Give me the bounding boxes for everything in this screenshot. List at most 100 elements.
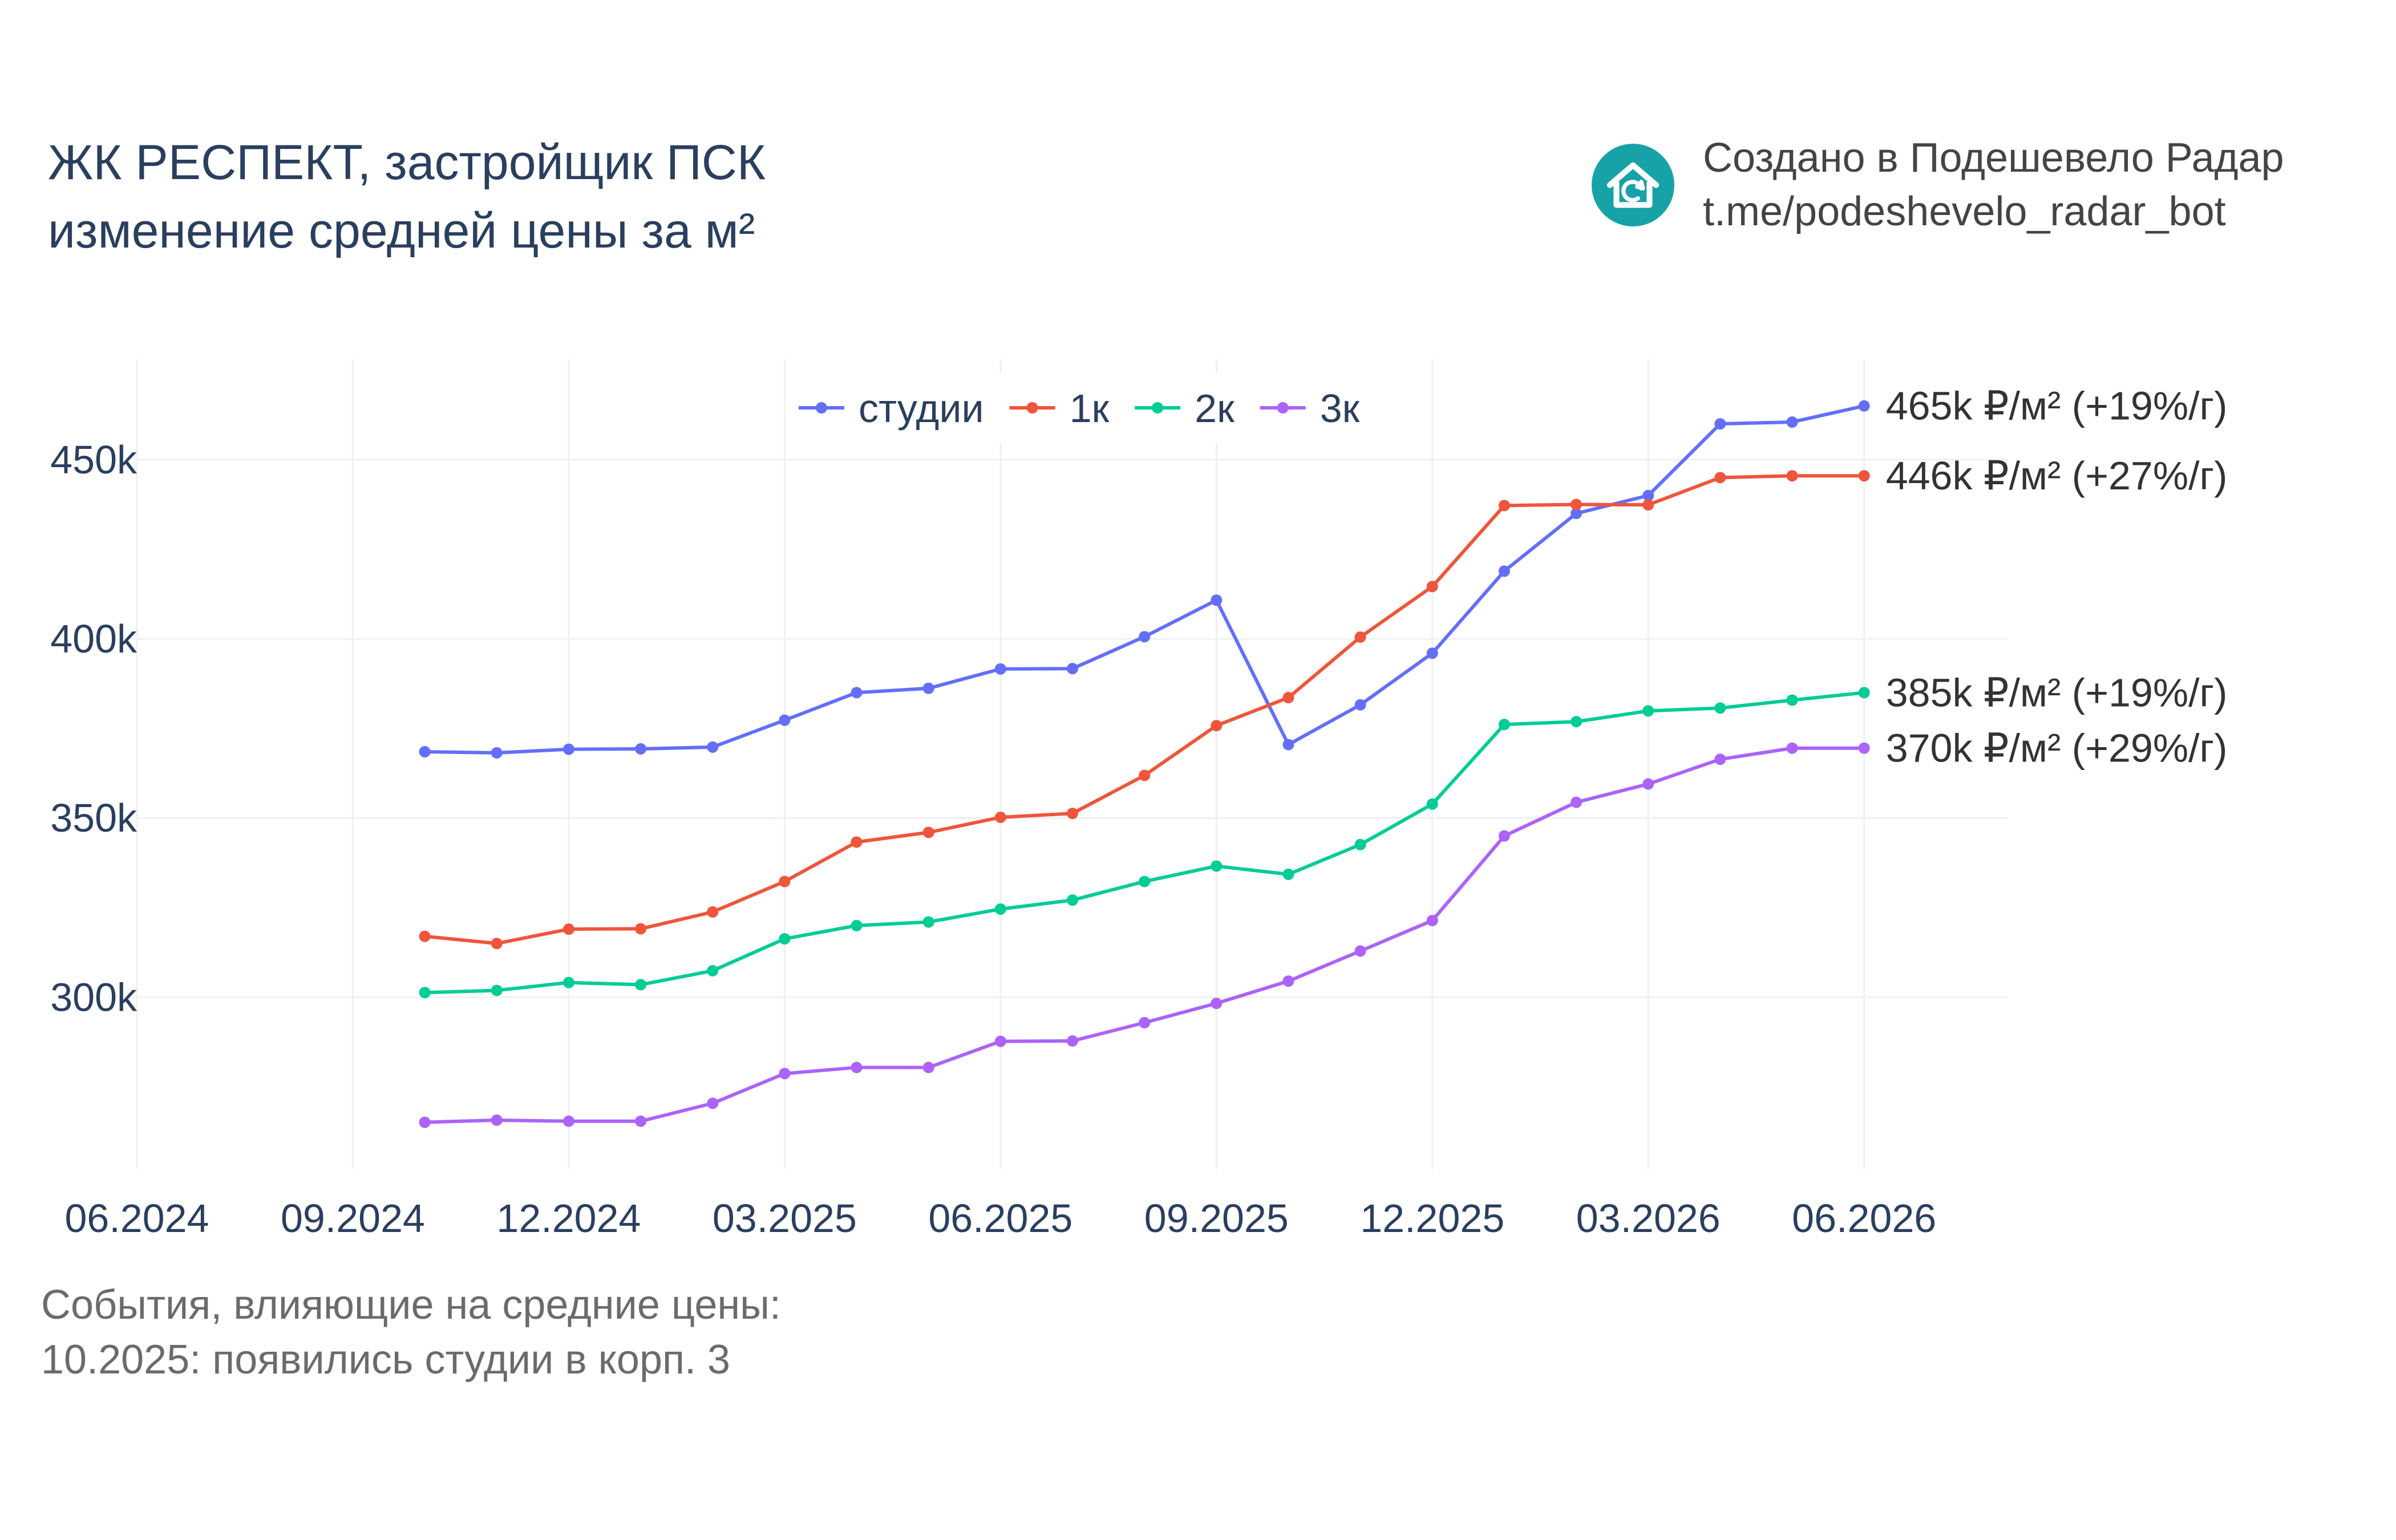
data-point[interactable] xyxy=(851,1061,863,1073)
data-point[interactable] xyxy=(994,1035,1006,1047)
data-point[interactable] xyxy=(1714,472,1726,484)
data-point[interactable] xyxy=(1139,1017,1151,1029)
data-point[interactable] xyxy=(562,1115,574,1127)
data-point[interactable] xyxy=(419,1116,431,1128)
data-point[interactable] xyxy=(635,1115,647,1127)
data-point[interactable] xyxy=(1571,499,1583,510)
data-point[interactable] xyxy=(562,743,574,755)
data-point[interactable] xyxy=(1642,778,1654,790)
data-point[interactable] xyxy=(1498,500,1510,512)
data-point[interactable] xyxy=(491,747,503,759)
data-point[interactable] xyxy=(1067,1035,1078,1047)
legend-item-1k[interactable]: 1к xyxy=(1009,386,1110,431)
data-point[interactable] xyxy=(1642,489,1654,501)
data-point[interactable] xyxy=(851,919,863,931)
legend-item-studio[interactable]: студии xyxy=(799,386,984,431)
data-point[interactable] xyxy=(1211,594,1223,606)
data-point[interactable] xyxy=(1354,699,1366,711)
legend-marker xyxy=(1152,402,1164,414)
data-point[interactable] xyxy=(1571,796,1583,808)
data-point[interactable] xyxy=(1354,945,1366,957)
data-point[interactable] xyxy=(994,903,1006,915)
data-point[interactable] xyxy=(562,923,574,935)
data-point[interactable] xyxy=(1858,742,1870,754)
legend-item-2k[interactable]: 2к xyxy=(1135,386,1235,431)
end-labels: 465k ₽/м² (+19%/г) 446k ₽/м² (+27%/г) 385k… xyxy=(1886,384,2228,771)
brand-line-1: Создано в Подешевело Радар xyxy=(1703,135,2284,181)
data-point[interactable] xyxy=(1498,719,1510,731)
data-point[interactable] xyxy=(707,964,719,976)
chart-legend: студии 1к 2к 3к xyxy=(799,386,1360,431)
data-point[interactable] xyxy=(1571,716,1583,728)
data-point[interactable] xyxy=(1282,975,1294,987)
legend-item-3k[interactable]: 3к xyxy=(1260,386,1360,431)
data-point[interactable] xyxy=(707,1097,719,1109)
data-point[interactable] xyxy=(922,1061,934,1073)
data-point[interactable] xyxy=(1067,808,1078,820)
title-line-2: изменение средней цены за м² xyxy=(48,204,755,258)
y-tick-label: 350k xyxy=(50,796,137,840)
data-point[interactable] xyxy=(779,1068,791,1080)
data-point[interactable] xyxy=(922,682,934,694)
data-point[interactable] xyxy=(1067,663,1078,675)
data-point[interactable] xyxy=(1067,894,1078,906)
data-point[interactable] xyxy=(1786,694,1798,706)
data-point[interactable] xyxy=(1858,687,1870,699)
data-point[interactable] xyxy=(779,876,791,887)
data-point[interactable] xyxy=(1426,914,1438,926)
data-point[interactable] xyxy=(1426,798,1438,810)
data-point[interactable] xyxy=(419,746,431,758)
data-point[interactable] xyxy=(635,923,647,935)
data-point[interactable] xyxy=(491,984,503,996)
data-point[interactable] xyxy=(779,933,791,945)
brand-link[interactable]: t.me/podeshevelo_radar_bot xyxy=(1703,189,2226,234)
data-point[interactable] xyxy=(1426,647,1438,659)
data-point[interactable] xyxy=(635,743,647,755)
data-point[interactable] xyxy=(1786,470,1798,482)
data-point[interactable] xyxy=(1282,739,1294,751)
data-point[interactable] xyxy=(1211,720,1223,732)
data-point[interactable] xyxy=(779,714,791,726)
data-point[interactable] xyxy=(1498,565,1510,577)
data-point[interactable] xyxy=(851,836,863,848)
data-point[interactable] xyxy=(419,930,431,942)
data-point[interactable] xyxy=(994,811,1006,823)
data-point[interactable] xyxy=(1571,508,1583,520)
series-studio xyxy=(419,400,1870,759)
data-point[interactable] xyxy=(1139,769,1151,781)
data-point[interactable] xyxy=(922,916,934,928)
data-point[interactable] xyxy=(707,906,719,918)
data-point[interactable] xyxy=(1211,860,1223,872)
house-refresh-icon xyxy=(1592,143,1674,226)
data-point[interactable] xyxy=(1426,581,1438,593)
data-point[interactable] xyxy=(1858,470,1870,482)
data-point[interactable] xyxy=(1642,499,1654,511)
data-point[interactable] xyxy=(1786,416,1798,428)
data-point[interactable] xyxy=(419,987,431,999)
data-point[interactable] xyxy=(1211,998,1223,1010)
data-point[interactable] xyxy=(1282,692,1294,704)
data-point[interactable] xyxy=(1714,418,1726,430)
data-point[interactable] xyxy=(1139,631,1151,643)
chart-title: ЖК РЕСПЕКТ, застройщик ПСК изменение сре… xyxy=(48,128,766,265)
data-point[interactable] xyxy=(635,979,647,991)
data-point[interactable] xyxy=(491,938,503,950)
data-point[interactable] xyxy=(1714,753,1726,765)
data-point[interactable] xyxy=(1498,830,1510,842)
data-point[interactable] xyxy=(1354,631,1366,643)
data-point[interactable] xyxy=(1139,876,1151,887)
data-point[interactable] xyxy=(1786,742,1798,754)
data-point[interactable] xyxy=(707,741,719,753)
data-point[interactable] xyxy=(922,826,934,838)
title-line-1: ЖК РЕСПЕКТ, застройщик ПСК xyxy=(48,135,766,190)
data-point[interactable] xyxy=(1714,702,1726,714)
data-point[interactable] xyxy=(1642,705,1654,717)
series-1k xyxy=(419,470,1870,950)
data-point[interactable] xyxy=(994,663,1006,675)
data-point[interactable] xyxy=(1282,868,1294,880)
data-point[interactable] xyxy=(491,1114,503,1126)
data-point[interactable] xyxy=(851,687,863,699)
data-point[interactable] xyxy=(1858,400,1870,412)
data-point[interactable] xyxy=(562,976,574,988)
data-point[interactable] xyxy=(1354,838,1366,850)
